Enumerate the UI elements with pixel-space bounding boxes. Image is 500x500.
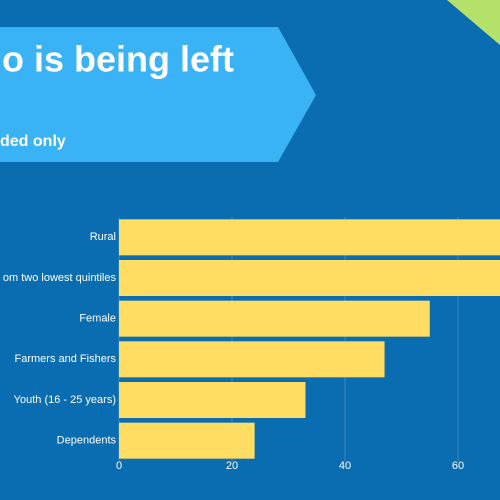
x-tick-label: 20 [226,460,238,472]
chart-subtitle: ded only [0,133,66,150]
x-tick-label: 60 [452,460,464,472]
bar [119,219,500,256]
chart-title: o is being left [2,39,234,80]
title-banner [0,27,316,162]
x-tick-label: 0 [116,460,122,472]
bar [119,260,500,296]
bar [119,422,255,459]
corner-triangle [447,0,500,45]
bar [119,341,385,378]
bar [119,382,306,418]
y-tick-label: Female [79,313,116,325]
bar [119,300,430,337]
y-tick-label: Farmers and Fishers [15,353,117,365]
x-tick-label: 40 [339,460,351,472]
y-tick-label: om two lowest quintiles [3,272,117,284]
y-tick-label: Youth (16 - 25 years) [14,394,116,406]
y-tick-label: Rural [90,231,116,243]
y-tick-label: Dependents [57,435,117,447]
